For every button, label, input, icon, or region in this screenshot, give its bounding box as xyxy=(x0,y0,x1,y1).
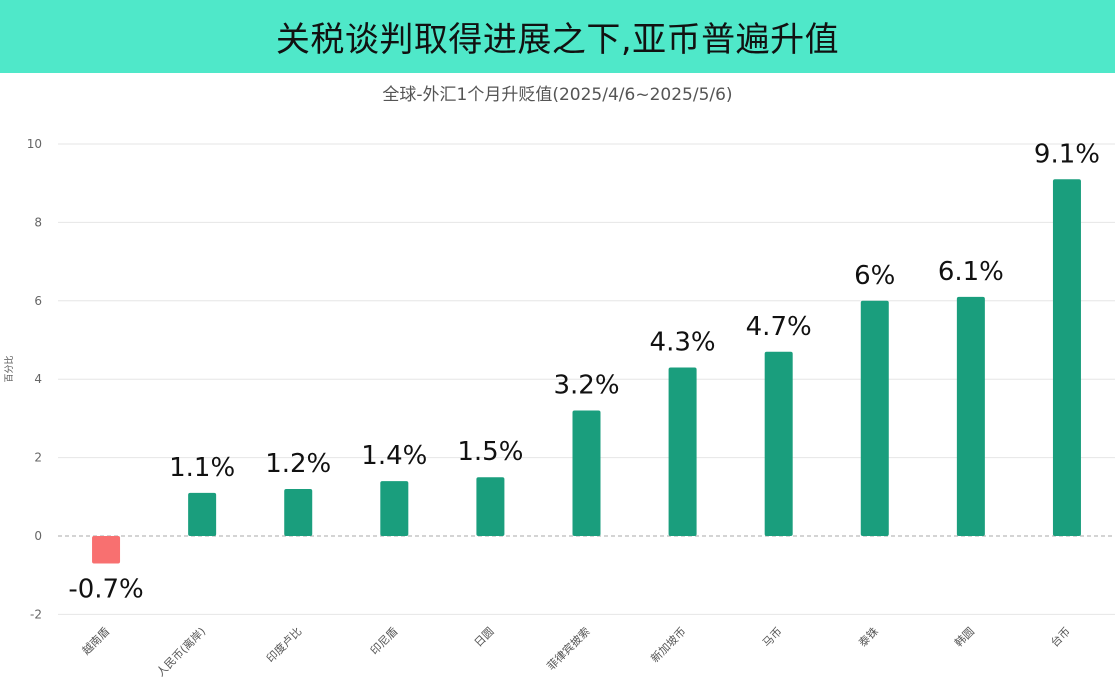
bars xyxy=(92,179,1081,564)
y-tick-label: -2 xyxy=(30,607,42,621)
title-banner: 关税谈判取得进展之下,亚币普遍升值 xyxy=(0,0,1115,73)
bar xyxy=(188,492,217,536)
data-label: 4.3% xyxy=(650,327,716,357)
category-label: 韩圆 xyxy=(952,624,977,649)
data-label: 4.7% xyxy=(746,312,812,342)
bar xyxy=(860,300,889,536)
category-label: 印度卢比 xyxy=(263,624,304,665)
y-tick-label: 2 xyxy=(34,451,42,465)
data-label: 1.1% xyxy=(169,453,235,483)
data-labels: -0.7% 1.1% 1.2% 1.4% 1.5% 3.2% 4.3% 4.7% 6% 6.1% 9… xyxy=(68,139,1100,604)
data-label: 6% xyxy=(854,261,895,291)
y-tick-label: 6 xyxy=(34,294,42,308)
category-label: 日圆 xyxy=(472,625,497,650)
bar xyxy=(1052,179,1081,536)
data-label: -0.7% xyxy=(68,574,143,604)
chart-subtitle: 全球-外汇1个月升贬值(2025/4/6~2025/5/6) xyxy=(382,85,733,105)
y-tick-label: 8 xyxy=(34,215,42,229)
banner-title: 关税谈判取得进展之下,亚币普遍升值 xyxy=(275,20,840,60)
bar xyxy=(764,351,793,536)
category-label: 人民币(离岸) xyxy=(153,624,208,679)
bar xyxy=(572,410,601,536)
bar xyxy=(476,477,505,536)
category-label: 泰铢 xyxy=(855,624,880,649)
bar xyxy=(956,296,985,536)
data-label: 1.5% xyxy=(457,437,523,467)
category-label: 印尼盾 xyxy=(368,625,401,658)
bar xyxy=(668,367,697,536)
y-axis-label: 百分比 xyxy=(3,355,15,382)
category-label: 菲律宾披索 xyxy=(544,624,593,673)
category-label: 台币 xyxy=(1048,624,1073,649)
category-label: 新加坡币 xyxy=(648,624,689,665)
y-tick-label: 4 xyxy=(34,372,42,386)
category-label: 马币 xyxy=(760,625,785,650)
data-label: 1.2% xyxy=(265,449,331,479)
data-label: 3.2% xyxy=(553,371,619,401)
category-label: 越南盾 xyxy=(79,624,112,657)
y-tick-label: 0 xyxy=(34,529,42,543)
bar xyxy=(380,481,409,536)
y-axis-ticks: -2 0 2 4 6 8 10 xyxy=(27,137,42,621)
bar xyxy=(92,536,121,564)
data-label: 6.1% xyxy=(938,257,1004,287)
y-tick-label: 10 xyxy=(27,137,42,151)
bar xyxy=(284,488,313,536)
data-label: 1.4% xyxy=(361,441,427,471)
data-label: 9.1% xyxy=(1034,139,1100,169)
category-labels: 越南盾 人民币(离岸) 印度卢比 印尼盾 日圆 菲律宾披索 新加坡币 马币 泰铢 韩圆 台币 xyxy=(79,624,1073,679)
